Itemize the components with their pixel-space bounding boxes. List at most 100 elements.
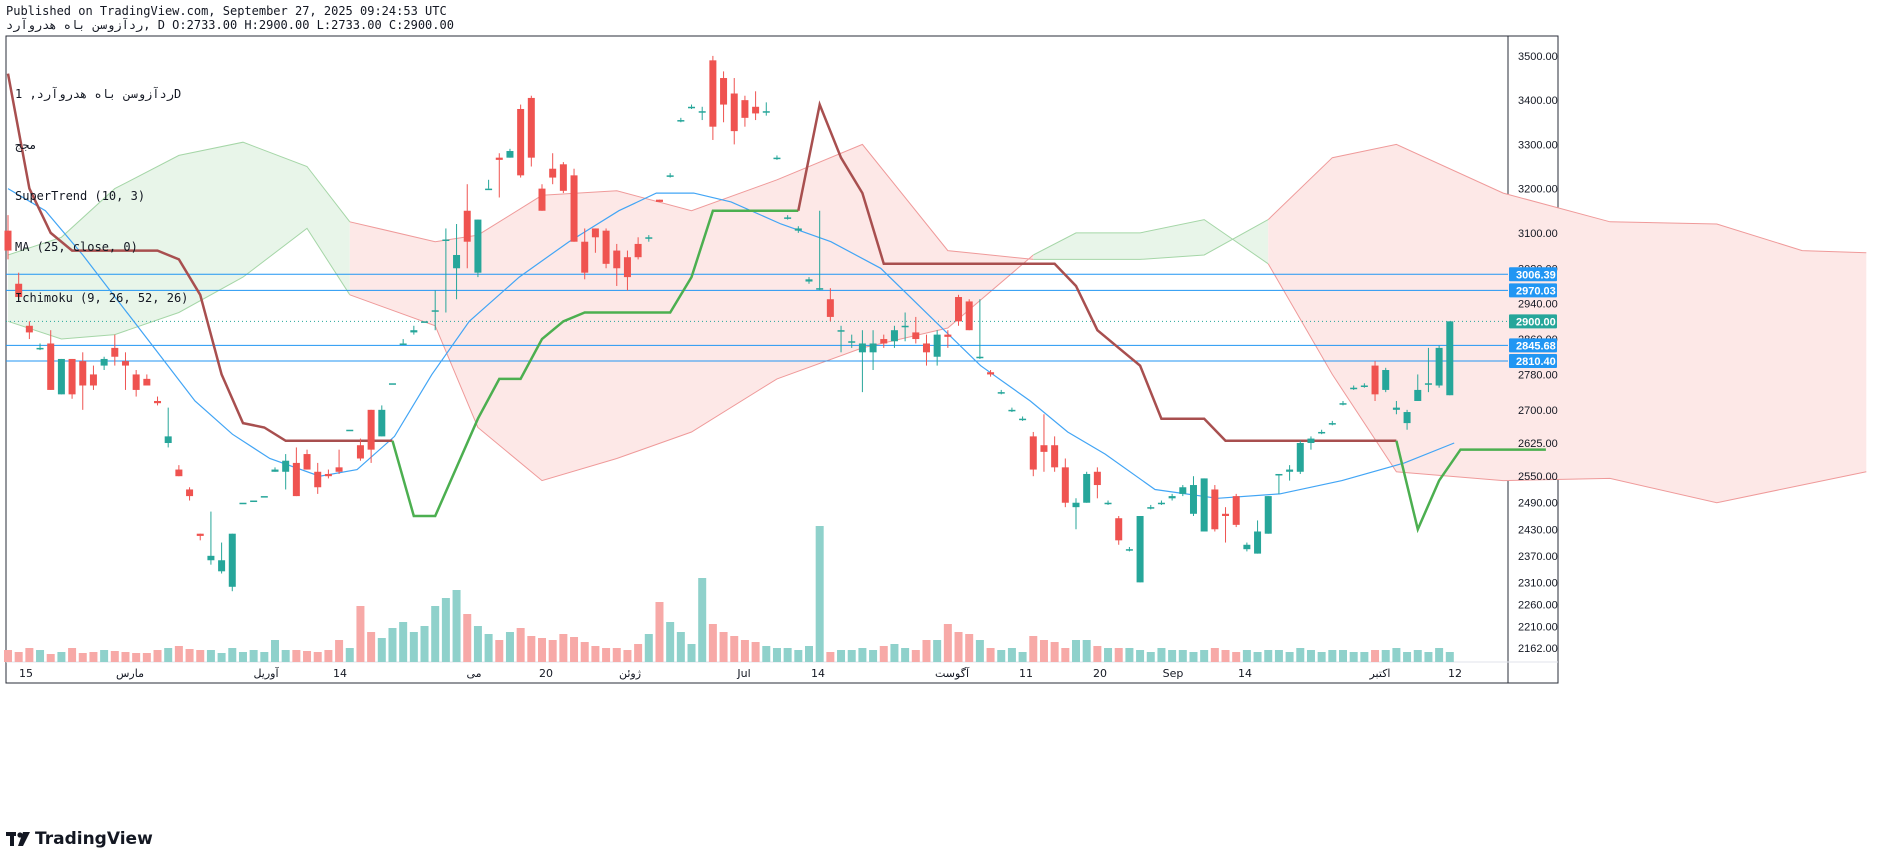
volume-bar [858,648,867,662]
price-label: 2900.00 [1516,316,1556,328]
volume-bar [36,650,45,662]
candle [1232,493,1240,528]
ichimoku-cloud-bull-1-span-a [7,141,351,256]
candle [1424,347,1432,393]
volume-bar [367,632,376,662]
candle [15,272,23,300]
candle-body [292,462,300,497]
candle [1200,478,1208,532]
candle-body [186,489,194,497]
volume-bar [463,614,472,662]
candle [890,325,898,348]
volume-bar [1200,650,1209,662]
volume-bar [1104,648,1113,662]
volume-bar [260,652,269,662]
price-label: 2810.40 [1516,356,1556,368]
x-tick-label: 12 [1448,667,1462,680]
candle-body [1125,549,1133,551]
candle-body [1307,438,1315,444]
legend-ichimoku[interactable]: Ichimoku (9, 26, 52, 26) [15,291,189,305]
candle [431,290,439,331]
candle [186,487,194,501]
candle-body [143,378,151,386]
tradingview-logo[interactable]: TradingView [6,829,153,849]
volume-bar [1317,652,1326,662]
volume-bar [570,637,579,662]
candle [538,184,546,211]
candle [613,243,621,286]
volume-bar [676,632,685,662]
candle-body [709,60,717,127]
volume-bar [815,526,824,662]
candle [196,533,204,541]
volume-bar [890,644,899,662]
y-tick-label: 2780.00 [1518,369,1558,381]
candle-body [1360,385,1368,387]
candle-body [1264,496,1272,534]
volume-bar [762,646,771,662]
candle [1243,542,1251,552]
volume-bar [997,650,1006,662]
candle [378,405,386,437]
candle [4,215,12,260]
volume-bar [612,648,621,662]
volume-bar [281,650,290,662]
candle [1019,416,1027,421]
volume-bar [238,652,247,662]
candle-body [303,454,311,470]
candle [399,339,407,345]
volume-bar [1114,648,1123,662]
candle [1061,458,1069,508]
symbol-ohlc-line: ردآزوسن باه هدروآرد, D O:2733.00 H:2900.… [6,18,454,32]
candle [442,228,450,313]
volume-bar [57,652,66,662]
y-tick-label: 3200.00 [1518,184,1558,196]
x-tick-label: 20 [539,667,553,680]
candle [602,228,610,269]
legend-supertrend[interactable]: SuperTrend (10, 3) [15,189,146,203]
candle [228,533,236,592]
volume-bar [527,636,536,662]
volume-bar [901,648,910,662]
candle-body [965,301,973,331]
x-tick-label: 14 [333,667,347,680]
volume-bar [1360,652,1369,662]
volume-bar [634,644,643,662]
supertrend-down-2 [797,100,1397,443]
candle-body [880,339,888,344]
volume-bar [1136,650,1145,662]
candle-body [634,243,642,258]
volume-bar [986,648,995,662]
x-tick-label: Jul [736,667,750,680]
volume-bar [954,632,963,662]
y-tick-label: 3300.00 [1518,139,1558,151]
published-line: Published on TradingView.com, September … [6,4,447,18]
legend-ma[interactable]: MA (25, close, 0) [15,240,138,254]
volume-bar [110,651,119,662]
volume-bar [1029,636,1038,662]
supertrend-up-2 [1395,440,1546,534]
candle [495,153,503,198]
candle-body [1168,496,1176,499]
candle-body [1446,321,1454,396]
volume-bar [313,652,322,662]
candle-body [645,237,653,239]
volume-bar [68,648,77,662]
y-tick-label: 2940.00 [1518,299,1558,311]
candle-body [933,334,941,357]
volume-bar [559,634,568,662]
candle-body [1424,383,1432,385]
volume-bar [772,648,781,662]
candle-body [111,347,119,357]
volume-bar [730,636,739,662]
candle [1403,409,1411,430]
candle-body [121,361,129,366]
candle [741,95,749,127]
candle [1360,383,1368,388]
y-tick-label: 2260.00 [1518,599,1558,611]
candle [1350,385,1358,390]
candle [1179,485,1187,497]
volume-bar [452,590,461,662]
volume-bar [794,650,803,662]
